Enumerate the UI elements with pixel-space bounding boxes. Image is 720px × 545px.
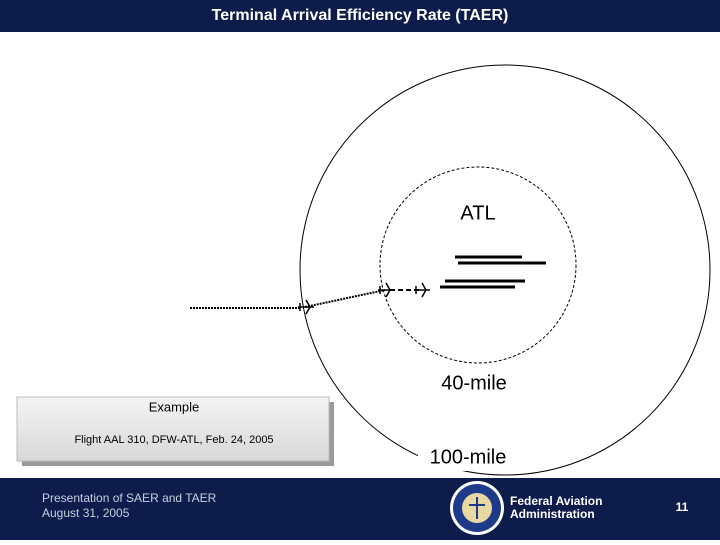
faa-seal xyxy=(450,481,504,535)
example-box xyxy=(16,396,330,462)
agency-line2: Administration xyxy=(510,507,595,521)
runways xyxy=(440,255,546,289)
label-bg xyxy=(418,443,518,471)
outer-ring xyxy=(299,64,711,476)
outer-ring-label: 100-mile xyxy=(430,446,507,468)
aircraft-icons xyxy=(298,282,430,315)
label-bg xyxy=(440,197,516,231)
presentation-date: August 31, 2005 xyxy=(42,506,130,520)
example-title: Example xyxy=(149,399,200,414)
slide-title: Terminal Arrival Efficiency Rate (TAER) xyxy=(212,7,509,24)
header-bar xyxy=(0,0,720,32)
label-bg xyxy=(430,370,520,398)
airport-label: ATL xyxy=(460,202,495,224)
agency-line1: Federal Aviation xyxy=(510,494,602,508)
footer-bar xyxy=(0,478,720,540)
presentation-title: Presentation of SAER and TAER xyxy=(42,491,217,505)
page-number: 11 xyxy=(676,500,689,514)
example-text: Flight AAL 310, DFW-ATL, Feb. 24, 2005 xyxy=(74,434,273,446)
inner-ring xyxy=(379,166,577,364)
inner-ring-label: 40-mile xyxy=(441,372,507,394)
